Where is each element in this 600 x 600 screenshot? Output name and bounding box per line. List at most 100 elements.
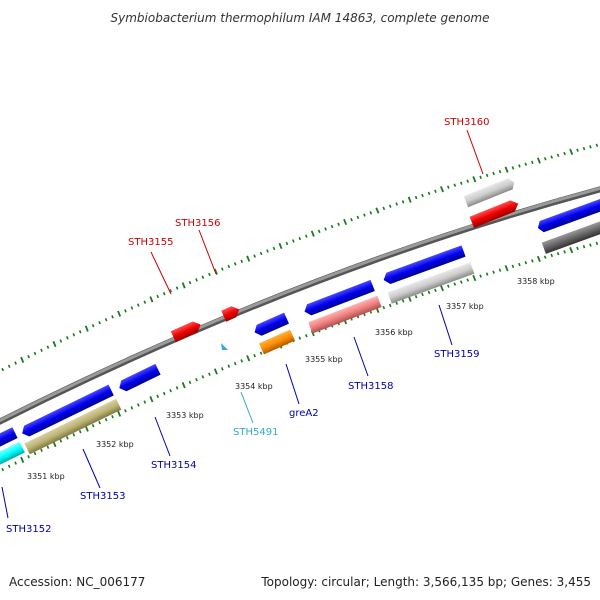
label-sth5491[interactable]: STH5491 bbox=[233, 427, 278, 438]
minor-tick bbox=[292, 239, 295, 243]
minor-tick bbox=[188, 280, 192, 285]
major-tick bbox=[310, 230, 315, 237]
minor-tick bbox=[543, 255, 547, 259]
minor-tick bbox=[221, 367, 224, 371]
gene-sth5491[interactable] bbox=[221, 343, 228, 350]
minor-tick bbox=[33, 451, 37, 456]
minor-tick bbox=[162, 391, 166, 396]
leader-sth3152 bbox=[1, 486, 9, 519]
minor-tick bbox=[33, 351, 37, 356]
minor-tick bbox=[434, 189, 437, 193]
label-sth3159[interactable]: STH3159 bbox=[434, 349, 479, 360]
minor-tick bbox=[130, 306, 134, 310]
gene-sth3156[interactable] bbox=[221, 304, 241, 322]
minor-tick bbox=[382, 206, 386, 211]
minor-tick bbox=[72, 333, 76, 337]
minor-tick bbox=[576, 246, 579, 251]
minor-tick bbox=[388, 204, 392, 208]
minor-tick bbox=[563, 250, 566, 254]
minor-tick bbox=[421, 292, 424, 297]
map-title: Symbiobacterium thermophilum IAM 14863, … bbox=[111, 11, 490, 25]
gene-sth3158[interactable] bbox=[308, 295, 382, 334]
gene-sth3152[interactable] bbox=[0, 441, 25, 469]
minor-tick bbox=[104, 317, 108, 322]
minor-tick bbox=[1, 367, 5, 372]
minor-tick bbox=[175, 386, 179, 390]
minor-tick bbox=[563, 151, 566, 156]
kbp-label-3351: 3351 kbp bbox=[27, 472, 65, 481]
label-sth3155[interactable]: STH3155 bbox=[128, 237, 173, 248]
major-tick bbox=[504, 265, 509, 272]
label-sth3152[interactable]: STH3152 bbox=[6, 524, 51, 535]
minor-tick bbox=[550, 253, 554, 258]
minor-tick bbox=[556, 251, 560, 256]
leader-sth3160 bbox=[466, 129, 484, 175]
minor-tick bbox=[201, 375, 205, 379]
label-sth3156[interactable]: STH3156 bbox=[175, 218, 220, 229]
gene-sth3160-gray[interactable] bbox=[463, 177, 517, 208]
minor-tick bbox=[98, 320, 101, 325]
label-grea2[interactable]: greA2 bbox=[289, 408, 319, 419]
major-tick bbox=[440, 186, 444, 193]
major-tick bbox=[569, 148, 574, 155]
minor-tick bbox=[337, 222, 340, 226]
minor-tick bbox=[46, 445, 50, 449]
minor-tick bbox=[479, 274, 482, 278]
leader-sth3158 bbox=[353, 336, 369, 377]
minor-tick bbox=[479, 175, 482, 179]
minor-tick bbox=[466, 179, 470, 183]
gene-sth3153[interactable] bbox=[24, 398, 122, 455]
kbp-label-3358: 3358 kbp bbox=[517, 277, 555, 286]
minor-tick bbox=[59, 339, 63, 343]
gene-sth3155-reverse[interactable] bbox=[252, 312, 289, 338]
gene-sth3159-blue[interactable] bbox=[382, 245, 466, 285]
minor-tick bbox=[111, 315, 114, 319]
gene-right-edge-darkgray[interactable] bbox=[541, 221, 600, 254]
minor-tick bbox=[524, 260, 528, 265]
minor-tick bbox=[66, 336, 69, 340]
major-tick bbox=[84, 325, 89, 332]
minor-tick bbox=[401, 299, 405, 303]
gene-sth3155[interactable] bbox=[170, 319, 203, 343]
minor-tick bbox=[14, 461, 17, 465]
gene-sth3157[interactable] bbox=[302, 279, 375, 317]
label-sth3153[interactable]: STH3153 bbox=[80, 491, 125, 502]
gene-sth3153-blue[interactable] bbox=[20, 384, 114, 439]
label-sth3160[interactable]: STH3160 bbox=[444, 117, 489, 128]
minor-tick bbox=[434, 288, 437, 292]
gene-sth3154[interactable] bbox=[117, 363, 161, 394]
minor-tick bbox=[111, 414, 114, 419]
minor-tick bbox=[531, 160, 534, 165]
leader-sth3156 bbox=[198, 229, 217, 275]
gene-grea2[interactable] bbox=[259, 329, 295, 355]
gene-sth3152-blue[interactable] bbox=[0, 427, 18, 450]
minor-tick bbox=[59, 439, 63, 443]
minor-tick bbox=[460, 280, 463, 284]
genome-backbone bbox=[0, 186, 600, 423]
minor-tick bbox=[40, 448, 43, 452]
minor-tick bbox=[317, 229, 321, 234]
minor-tick bbox=[162, 291, 166, 296]
gene-sth3159[interactable] bbox=[387, 262, 475, 304]
minor-tick bbox=[330, 224, 334, 229]
minor-tick bbox=[78, 330, 82, 334]
minor-tick bbox=[298, 236, 302, 241]
minor-tick bbox=[169, 388, 172, 393]
label-sth3158[interactable]: STH3158 bbox=[348, 381, 393, 392]
minor-tick bbox=[130, 406, 134, 410]
gene-sth3160[interactable] bbox=[469, 198, 521, 228]
minor-tick bbox=[259, 351, 263, 355]
kbp-label-3354: 3354 kbp bbox=[235, 382, 273, 391]
minor-tick bbox=[414, 195, 418, 200]
label-sth3154[interactable]: STH3154 bbox=[151, 460, 196, 471]
minor-tick bbox=[253, 254, 256, 258]
major-tick bbox=[278, 242, 283, 250]
minor-tick bbox=[511, 166, 515, 170]
minor-tick bbox=[518, 262, 521, 267]
minor-tick bbox=[518, 164, 521, 168]
gene-right-edge-blue[interactable] bbox=[536, 198, 600, 234]
minor-tick bbox=[427, 191, 431, 196]
minor-tick bbox=[395, 301, 399, 305]
minor-tick bbox=[27, 454, 30, 459]
